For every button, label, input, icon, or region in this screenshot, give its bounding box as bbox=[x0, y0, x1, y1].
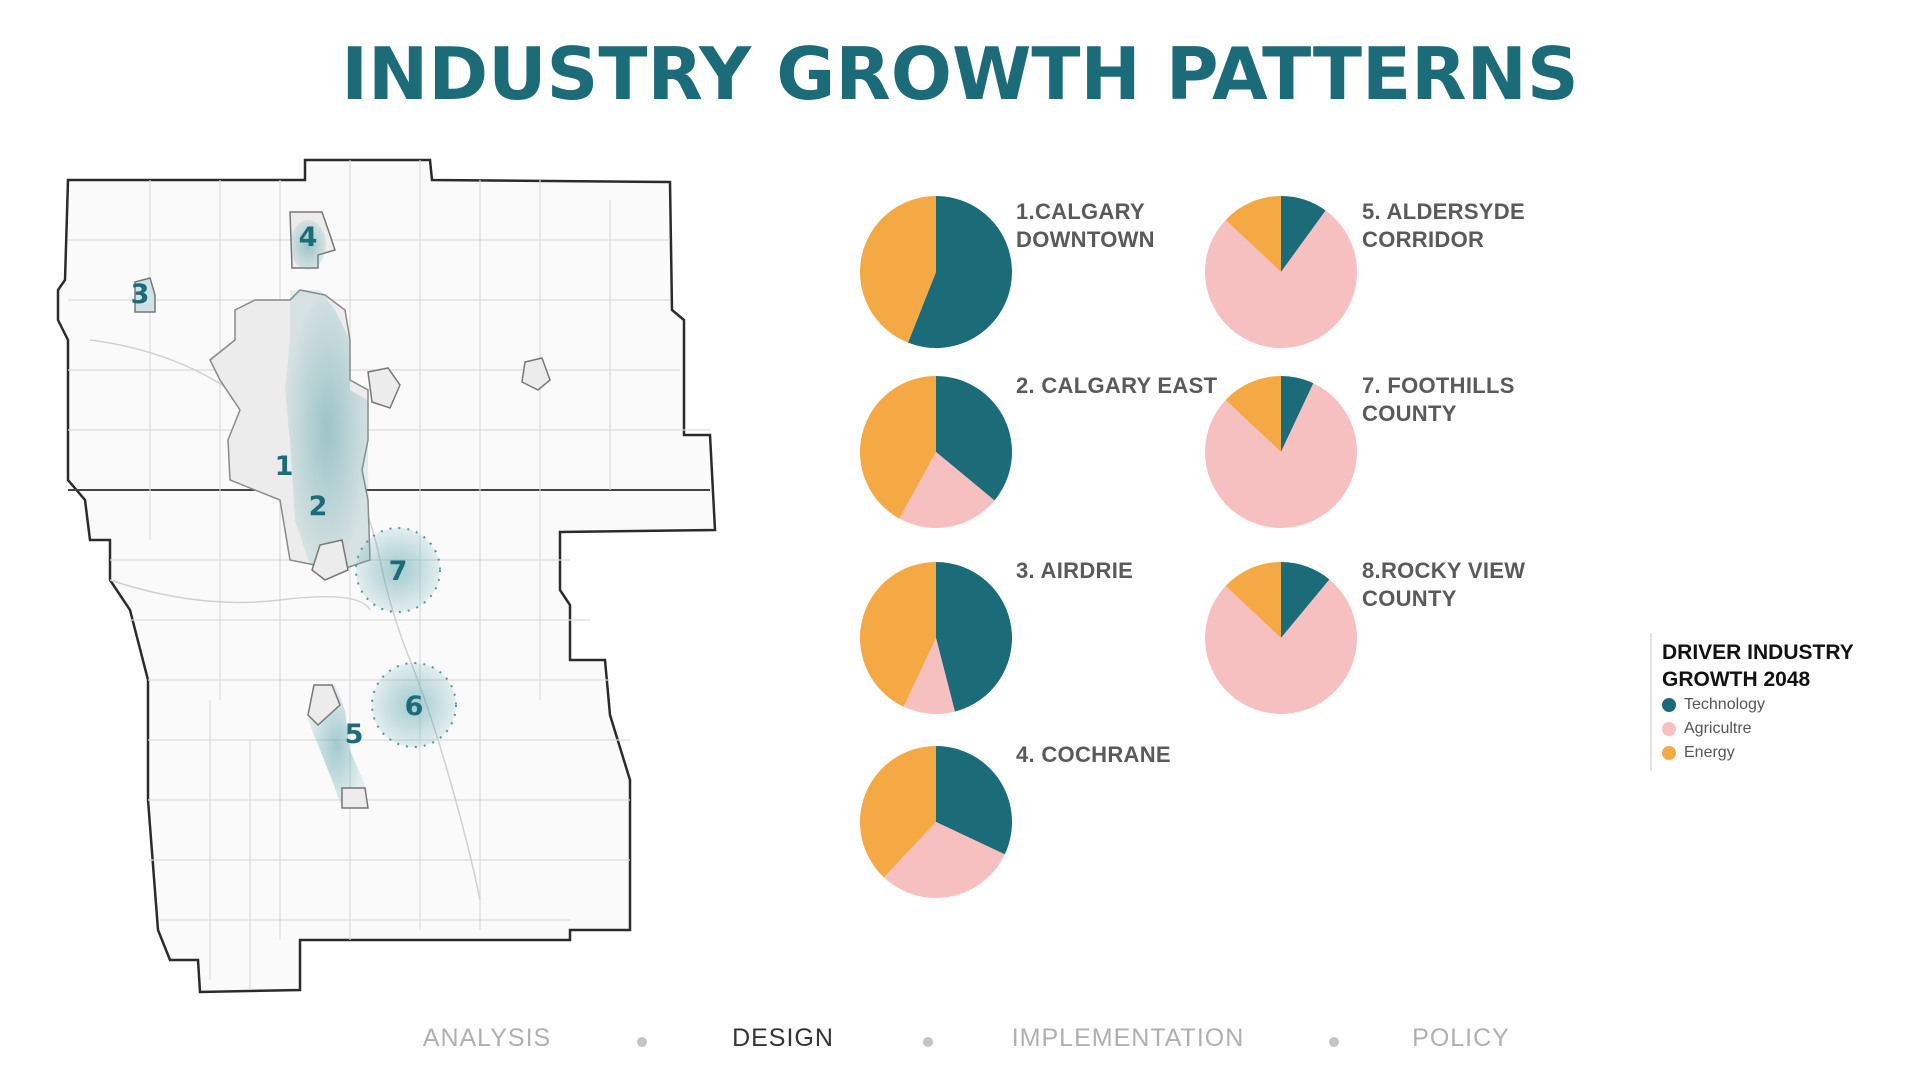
pie-slice-agriculture bbox=[1205, 579, 1357, 714]
pie-slice-agriculture bbox=[903, 638, 955, 714]
pie-title: 2. CALGARY EAST bbox=[1016, 373, 1218, 398]
map-label: 5 bbox=[345, 719, 364, 750]
pie-title: 4. COCHRANE bbox=[1016, 742, 1171, 767]
nav-separator bbox=[637, 1037, 647, 1047]
legend-label: Technology bbox=[1684, 696, 1765, 713]
pie-slice-energy bbox=[860, 196, 936, 343]
pie-chart bbox=[860, 376, 1012, 528]
legend-item-technology: Technology bbox=[1662, 693, 1882, 717]
pie-slice-technology bbox=[936, 376, 1012, 501]
pie-title: 3. AIRDRIE bbox=[1016, 558, 1134, 583]
map-label: 3 bbox=[131, 279, 150, 310]
map-label: 2 bbox=[309, 491, 328, 522]
region-map: 1 2 3 4 5 6 7 bbox=[56, 158, 717, 994]
pie-title: 8.ROCKY VIEW COUNTY bbox=[1362, 558, 1526, 611]
legend-label: Agricultre bbox=[1684, 720, 1752, 737]
pie-slice-technology bbox=[908, 196, 1012, 348]
pie-chart bbox=[1205, 196, 1357, 348]
map-label: 7 bbox=[389, 556, 408, 587]
nav-separator bbox=[1329, 1037, 1339, 1047]
pie-chart bbox=[860, 746, 1012, 898]
nav-implementation[interactable]: IMPLEMENTATION bbox=[1011, 1024, 1245, 1052]
pie-slice-energy bbox=[1225, 196, 1281, 272]
legend-title: DRIVER INDUSTRY GROWTH 2048 bbox=[1662, 641, 1854, 691]
pie-slice-agriculture bbox=[1205, 383, 1357, 528]
pie-slice-energy bbox=[860, 376, 936, 519]
pie-slice-agriculture bbox=[883, 822, 1005, 898]
corridor-1-2 bbox=[285, 290, 370, 570]
pie-slice-technology bbox=[1281, 562, 1330, 638]
map-label: 4 bbox=[299, 222, 318, 253]
pie-slice-technology bbox=[936, 746, 1012, 855]
nav-separator bbox=[923, 1037, 933, 1047]
pie-chart bbox=[860, 562, 1012, 714]
pie-title: 1.CALGARY DOWNTOWN bbox=[1016, 199, 1155, 252]
pie-slice-energy bbox=[860, 746, 936, 878]
section-nav: ANALYSIS DESIGN IMPLEMENTATION POLICY bbox=[0, 1024, 1920, 1060]
pie-slice-energy bbox=[860, 562, 936, 707]
pie-chart bbox=[860, 196, 1012, 348]
energy-swatch bbox=[1662, 746, 1676, 760]
legend-item-agriculture: Agricultre bbox=[1662, 717, 1882, 741]
pie-slice-technology bbox=[1281, 376, 1314, 452]
legend-item-energy: Energy bbox=[1662, 741, 1882, 765]
map-label: 6 bbox=[405, 691, 424, 722]
pie-slice-technology bbox=[1281, 196, 1326, 272]
pie-slice-technology bbox=[936, 562, 1012, 712]
nav-design[interactable]: DESIGN bbox=[732, 1024, 834, 1052]
pie-slice-agriculture bbox=[1205, 210, 1357, 348]
pie-slice-energy bbox=[1225, 562, 1281, 638]
nav-policy[interactable]: POLICY bbox=[1412, 1024, 1510, 1052]
pie-title: 7. FOOTHILLS COUNTY bbox=[1362, 373, 1515, 426]
agriculture-swatch bbox=[1662, 722, 1676, 736]
legend: DRIVER INDUSTRY GROWTH 2048 Technology A… bbox=[1650, 633, 1882, 771]
pie-chart bbox=[1205, 376, 1357, 528]
page-title: INDUSTRY GROWTH PATTERNS bbox=[341, 32, 1579, 116]
pie-chart bbox=[1205, 562, 1357, 714]
pie-slice-agriculture bbox=[899, 452, 995, 528]
legend-label: Energy bbox=[1684, 744, 1735, 761]
nav-analysis[interactable]: ANALYSIS bbox=[422, 1024, 552, 1052]
map-label: 1 bbox=[275, 451, 294, 482]
pie-title: 5. ALDERSYDE CORRIDOR bbox=[1362, 199, 1525, 252]
pie-slice-energy bbox=[1225, 376, 1281, 452]
technology-swatch bbox=[1662, 698, 1676, 712]
